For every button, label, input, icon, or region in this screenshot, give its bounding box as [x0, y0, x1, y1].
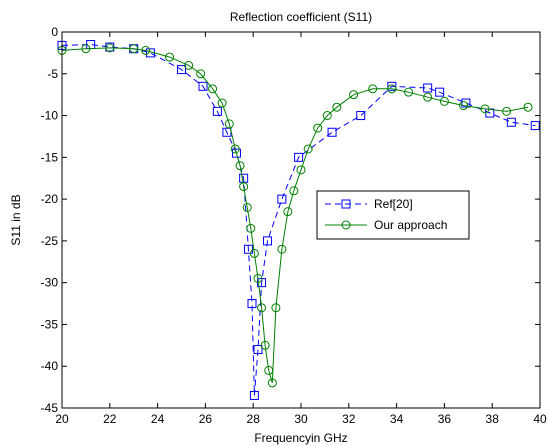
data-point	[184, 60, 194, 70]
series-2	[57, 43, 533, 388]
data-point	[296, 165, 306, 175]
data-point	[129, 44, 139, 54]
series-line	[61, 47, 529, 384]
legend-label: Our approach	[374, 218, 447, 232]
data-point	[404, 87, 414, 97]
legend-marker	[341, 199, 351, 209]
data-point	[313, 123, 323, 133]
data-point	[141, 45, 151, 55]
y-tick-label: -35	[41, 317, 59, 331]
y-tick-label: 0	[51, 25, 58, 39]
data-point	[105, 43, 115, 53]
data-point	[239, 182, 249, 192]
data-point	[356, 111, 366, 121]
x-axis-label: Frequencyin GHz	[254, 431, 347, 445]
data-point	[461, 98, 471, 108]
data-point	[235, 161, 245, 171]
y-tick-label: -10	[41, 109, 59, 123]
y-tick-label: -20	[41, 192, 59, 206]
data-point	[387, 81, 397, 91]
data-point	[480, 104, 490, 114]
data-point	[349, 90, 359, 100]
data-point	[423, 92, 433, 102]
data-point	[523, 102, 533, 112]
y-tick-label: -25	[41, 234, 59, 248]
data-point	[267, 378, 277, 388]
series-layer	[57, 40, 540, 400]
x-tick-label: 34	[390, 412, 404, 426]
data-point	[257, 303, 267, 313]
data-point	[294, 152, 304, 162]
data-point	[423, 83, 433, 93]
data-point	[260, 340, 270, 350]
data-point	[264, 365, 274, 375]
data-point	[253, 273, 263, 283]
data-point	[283, 207, 293, 217]
data-point	[165, 52, 175, 62]
data-point	[242, 202, 252, 212]
x-tick-label: 36	[438, 412, 452, 426]
y-tick-label: -30	[41, 276, 59, 290]
data-point	[177, 65, 186, 75]
data-point	[249, 390, 259, 400]
x-tick-label: 28	[247, 412, 261, 426]
x-tick-label: 20	[55, 412, 69, 426]
x-tick-label: 40	[533, 412, 547, 426]
data-point	[322, 111, 332, 121]
data-point	[289, 186, 299, 196]
data-point	[506, 117, 516, 127]
data-point	[253, 345, 263, 355]
data-point	[387, 84, 397, 94]
x-tick-label: 26	[199, 412, 213, 426]
y-tick-label: -15	[41, 150, 59, 164]
data-point	[246, 223, 256, 233]
data-point	[249, 248, 259, 258]
data-point	[271, 303, 281, 313]
data-point	[332, 102, 342, 112]
legend: Ref[20] Our approach	[316, 190, 470, 240]
data-point	[502, 106, 512, 116]
data-point	[368, 84, 378, 94]
data-point	[224, 119, 234, 129]
x-tick-label: 22	[103, 412, 117, 426]
data-point	[530, 121, 540, 131]
data-point	[247, 299, 257, 309]
x-tick-label: 32	[342, 412, 356, 426]
data-point	[303, 144, 313, 154]
data-point	[435, 87, 445, 97]
x-tick-label: 38	[486, 412, 500, 426]
data-point	[208, 84, 218, 94]
data-point	[217, 98, 227, 108]
data-point	[277, 194, 287, 204]
x-tick-label: 30	[294, 412, 308, 426]
chart-title: Reflection coefficient (S11)	[230, 10, 372, 24]
data-point	[198, 81, 208, 91]
legend-label: Ref[20]	[374, 197, 413, 211]
data-point	[459, 101, 469, 111]
data-point	[231, 148, 241, 158]
series-line	[61, 43, 536, 396]
y-tick-label: -5	[47, 67, 58, 81]
data-point	[243, 244, 253, 254]
data-point	[327, 127, 337, 137]
data-point	[277, 244, 287, 254]
x-tick-label: 24	[151, 412, 165, 426]
data-point	[196, 69, 206, 79]
y-tick-label: -40	[41, 359, 59, 373]
data-point	[212, 106, 222, 116]
legend-box	[316, 190, 470, 240]
axes-layer: 20 22 24 26 28 30 32 34 36 38 40 0 -5 -10 -15 -20 -25 -30…	[41, 25, 547, 426]
legend-marker	[341, 220, 351, 230]
y-axis-label: S11 in dB	[9, 194, 23, 245]
y-tick-label: -45	[41, 401, 59, 415]
data-point	[439, 96, 449, 106]
data-point	[263, 236, 273, 246]
data-point	[81, 44, 91, 54]
data-point	[230, 144, 240, 154]
